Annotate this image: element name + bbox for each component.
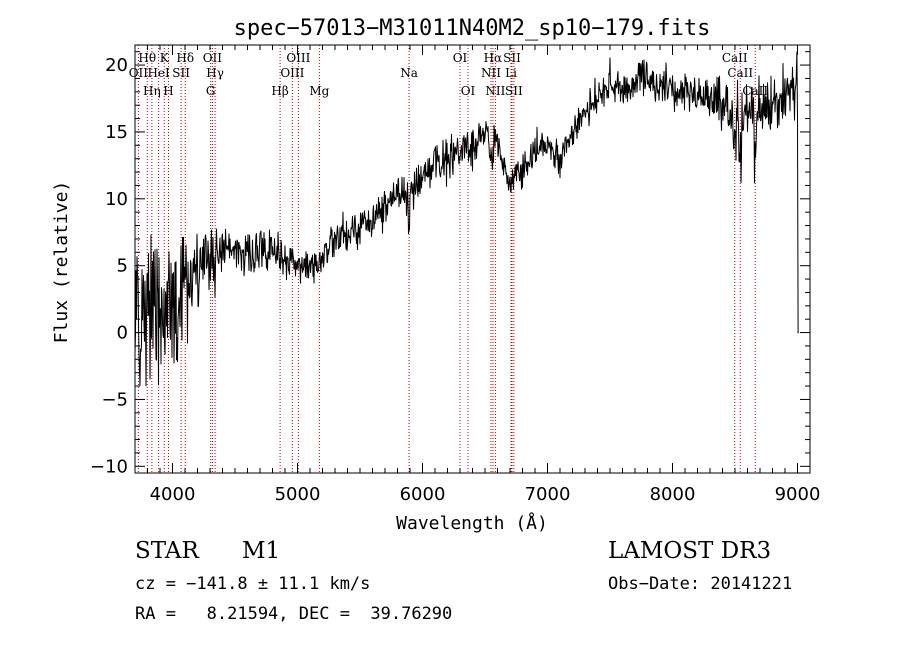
y-tick-label: 5 — [117, 256, 128, 277]
survey-name: LAMOST DR3 — [608, 538, 772, 564]
spectral-line-label: Li — [505, 66, 517, 80]
spectral-line-label: OIII — [280, 66, 304, 80]
spectral-line-label: K — [160, 51, 170, 65]
spectral-line-label: G — [206, 84, 216, 98]
spectral-line-label: Hη — [143, 84, 161, 98]
spectral-line-label: Hθ — [138, 51, 156, 65]
observation-date: Obs−Date: 20141221 — [608, 574, 793, 594]
spectral-line-markers — [137, 45, 756, 473]
y-tick-label: 0 — [117, 323, 128, 344]
spectrum-line — [134, 51, 799, 387]
spectral-line-label: H — [163, 84, 173, 98]
x-tick-label: 7000 — [525, 484, 571, 505]
x-tick-labels: 4000 5000 6000 7000 8000 9000 — [150, 484, 821, 505]
spectral-line-label: SII — [505, 84, 523, 98]
x-tick-label: 5000 — [275, 484, 321, 505]
spectral-line-label: OII — [203, 51, 223, 65]
spectral-line-label: Mg — [309, 84, 329, 98]
spectral-line-label: CaII — [722, 51, 748, 65]
y-tick-label: −10 — [90, 456, 128, 477]
x-tick-label: 8000 — [650, 484, 696, 505]
y-tick-label: 10 — [105, 189, 128, 210]
y-tick-labels: −10 −5 0 5 10 15 20 — [90, 55, 128, 477]
x-axis-label: Wavelength (Å) — [396, 512, 548, 534]
spectral-line-label: OI — [461, 84, 476, 98]
spectral-line-label: CaII — [742, 84, 768, 98]
spectral-line-label: Hγ — [206, 66, 224, 80]
object-subclass: M1 — [242, 538, 281, 564]
x-tick-label: 9000 — [775, 484, 821, 505]
spectral-line-label: NII — [485, 84, 505, 98]
spectral-line-label: CaII — [727, 66, 753, 80]
spectral-line-label: HeI — [147, 66, 170, 80]
spectral-line-label: SII — [172, 66, 190, 80]
x-tick-label: 6000 — [400, 484, 446, 505]
spectral-line-label: NII — [481, 66, 501, 80]
spectral-line-label: OIII — [286, 51, 310, 65]
spectral-line-label: Hα — [484, 51, 503, 65]
spectral-line-label: Na — [400, 66, 418, 80]
spectral-line-label: Hβ — [271, 84, 288, 98]
redshift-velocity: cz = −141.8 ± 11.1 km/s — [135, 574, 371, 594]
axis-ticks — [134, 45, 811, 473]
x-tick-label: 4000 — [150, 484, 196, 505]
sky-coordinates: RA = 8.21594, DEC = 39.76290 — [135, 604, 453, 624]
object-type: STAR — [135, 538, 199, 564]
y-tick-label: 20 — [105, 55, 128, 76]
y-tick-label: 15 — [105, 122, 128, 143]
y-tick-label: −5 — [101, 389, 128, 410]
spectral-line-label: Hδ — [176, 51, 194, 65]
spectral-line-label: OII — [129, 66, 149, 80]
chart-title: spec−57013−M31011N40M2_sp10−179.fits — [234, 16, 711, 41]
y-axis-label: Flux (relative) — [51, 181, 72, 344]
spectral-line-label: OI — [453, 51, 468, 65]
spectral-line-label: SII — [503, 51, 521, 65]
